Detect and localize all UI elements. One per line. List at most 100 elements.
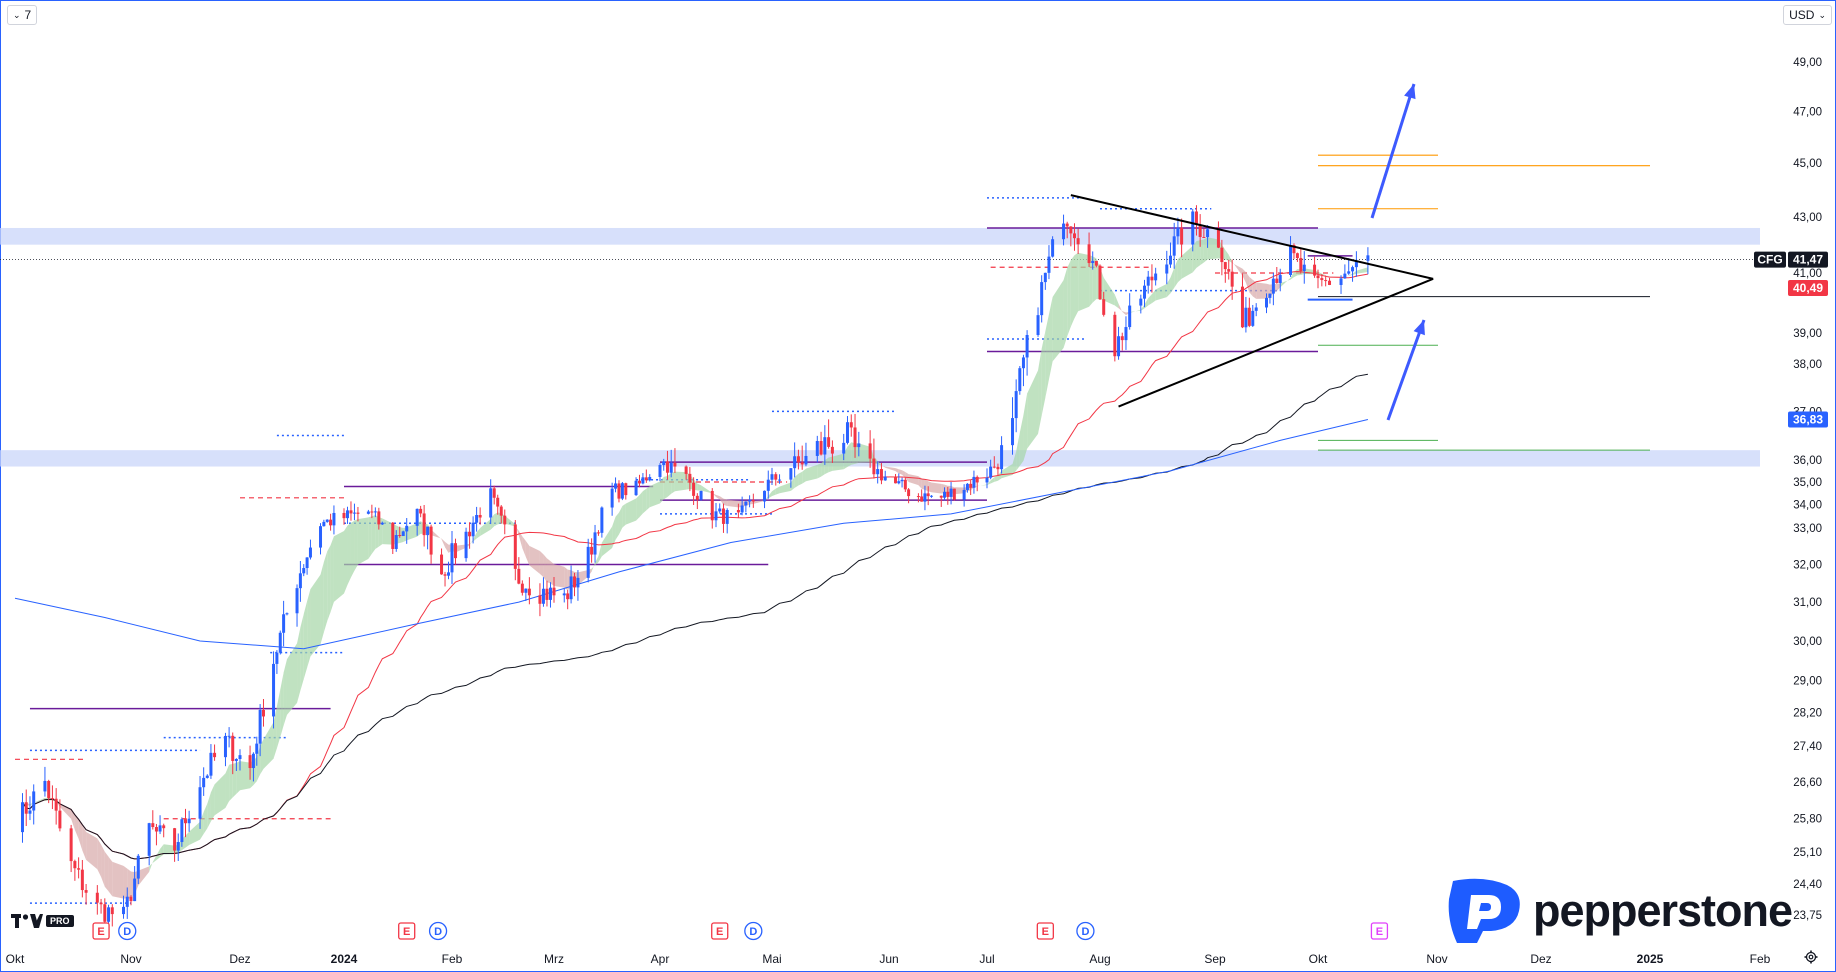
ma-cloud-segment xyxy=(636,495,640,521)
candle-body xyxy=(447,572,451,576)
candle-body xyxy=(1316,275,1320,279)
ma-cloud-segment xyxy=(779,482,791,494)
breakout-up-arrow-head xyxy=(1404,84,1416,100)
candle-body xyxy=(1165,264,1169,274)
candle-body xyxy=(1347,271,1351,274)
candle-body xyxy=(975,476,979,483)
ma-cloud-segment xyxy=(902,470,906,479)
ma-cloud-segment xyxy=(749,501,754,505)
candle-body xyxy=(202,777,206,788)
candle-body xyxy=(43,780,47,792)
candle-body xyxy=(590,546,594,555)
ma-cloud-segment xyxy=(210,784,215,822)
ma-cloud-segment xyxy=(522,536,526,558)
x-tick-label: Feb xyxy=(1750,952,1771,966)
ma-cloud-segment xyxy=(1089,255,1093,307)
interval-selector[interactable]: ⌄ 7 xyxy=(7,5,38,25)
ma-long-tag-bg xyxy=(1788,411,1828,428)
candle-body xyxy=(1000,445,1004,470)
candle-body xyxy=(419,508,423,514)
candle-body xyxy=(853,427,857,448)
ma-cloud-segment xyxy=(490,514,495,530)
ma-cloud-segment xyxy=(1245,272,1250,293)
ma-cloud-segment xyxy=(625,498,637,525)
ma-cloud-segment xyxy=(1019,414,1024,466)
candle-body xyxy=(136,855,140,879)
resistance-zone xyxy=(0,227,1760,245)
candle-body xyxy=(209,752,213,776)
settings-button[interactable] xyxy=(1802,948,1820,966)
candle-body xyxy=(255,743,259,754)
x-tick-label: Aug xyxy=(1089,952,1110,966)
drawings-layer xyxy=(1070,83,1434,421)
y-tick-label: 24,40 xyxy=(1793,879,1822,891)
ma-cloud-segment xyxy=(1078,252,1090,312)
candle-body xyxy=(596,532,600,534)
ma-cloud-segment xyxy=(263,722,274,769)
tv-logo-icon xyxy=(11,914,43,928)
candle-body xyxy=(20,802,24,833)
ma-cloud-segment xyxy=(723,498,728,507)
ma-cloud-segment xyxy=(280,672,284,738)
ma-cloud-segment xyxy=(727,499,739,508)
candle-body xyxy=(576,577,580,588)
ma-cloud-segment xyxy=(667,473,672,497)
candle-body xyxy=(562,593,566,596)
gear-icon xyxy=(1804,950,1818,964)
ma-cloud-segment xyxy=(1196,240,1201,268)
candle-body xyxy=(503,515,507,525)
candle-body xyxy=(774,474,778,480)
candle-body xyxy=(223,735,227,758)
ma-cloud-segment xyxy=(1103,277,1115,306)
ma-cloud-segment xyxy=(716,494,720,500)
candle-body xyxy=(620,483,624,499)
ma-cloud-segment xyxy=(877,460,882,466)
ma-cloud-segment xyxy=(994,475,998,482)
ma-cloud-segment xyxy=(798,471,803,486)
ma-cloud-segment xyxy=(207,792,211,829)
candle-body xyxy=(517,568,521,584)
candle-body xyxy=(426,526,430,536)
ma-cloud-segment xyxy=(1148,294,1152,306)
candle-body xyxy=(894,476,898,484)
ma-cloud-segment xyxy=(357,517,369,565)
y-tick-label: 35,00 xyxy=(1793,477,1822,489)
candle-body xyxy=(669,462,673,473)
candle-body xyxy=(373,511,377,513)
ma-cloud-segment xyxy=(697,483,702,491)
ma-cloud-segment xyxy=(303,601,308,680)
ma-cloud-segment xyxy=(297,627,301,703)
candle-body xyxy=(275,652,279,664)
ma-cloud-segment xyxy=(753,500,765,504)
candle-body xyxy=(879,469,883,481)
ma-cloud-segment xyxy=(1038,348,1042,434)
candle-body xyxy=(744,501,748,506)
candle-body xyxy=(903,479,907,490)
ma-cloud-segment xyxy=(564,566,568,591)
ma-cloud-segment xyxy=(273,706,277,759)
currency-selector[interactable]: USD ⌄ xyxy=(1783,5,1832,25)
candle-body xyxy=(405,525,409,532)
candle-body xyxy=(815,441,819,456)
event-label: E xyxy=(1042,926,1049,938)
ma-cloud-segment xyxy=(149,862,153,872)
ma-cloud-segment xyxy=(671,471,675,494)
ma-cloud-segment xyxy=(622,503,626,528)
candle-body xyxy=(600,507,604,533)
candle-body xyxy=(499,506,503,516)
candle-body xyxy=(133,878,137,902)
candle-body xyxy=(84,890,88,893)
ma-cloud-segment xyxy=(577,570,589,586)
candle-body xyxy=(566,593,570,600)
candle-body xyxy=(450,543,454,573)
ma-cloud-segment xyxy=(200,811,204,840)
ma-cloud-segment xyxy=(615,512,619,540)
candle-body xyxy=(251,753,255,769)
event-label: D xyxy=(1081,926,1089,938)
candle-body xyxy=(1124,327,1128,341)
candle-body xyxy=(415,508,419,526)
candle-body xyxy=(1339,278,1343,285)
candle-body xyxy=(1265,297,1268,308)
candle-body xyxy=(695,495,699,500)
